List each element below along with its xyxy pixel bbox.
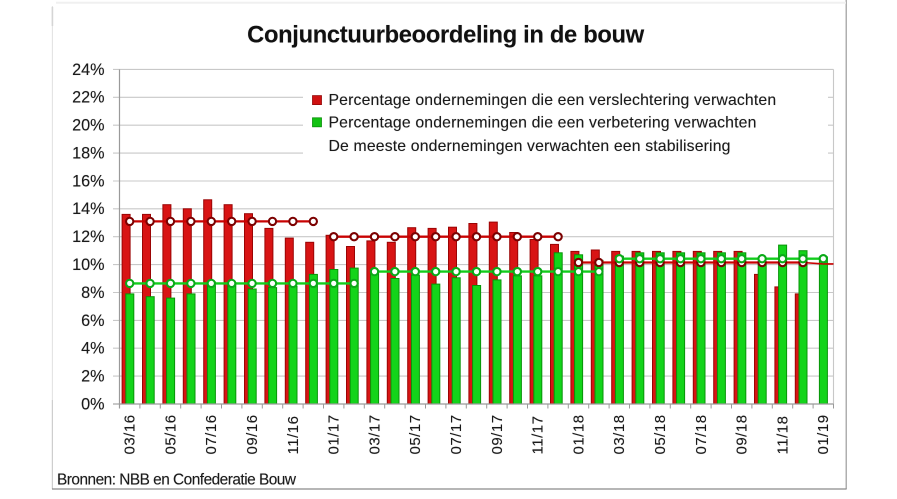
svg-text:09/16: 09/16	[244, 414, 261, 454]
svg-text:01/18: 01/18	[570, 414, 587, 454]
svg-text:07/16: 07/16	[203, 414, 220, 454]
svg-text:24%: 24%	[72, 61, 104, 79]
svg-text:Percentage ondernemingen die e: Percentage ondernemingen die een verbete…	[329, 115, 757, 132]
svg-text:09/18: 09/18	[734, 414, 751, 454]
svg-text:16%: 16%	[72, 172, 104, 190]
svg-text:11/16: 11/16	[285, 416, 302, 455]
svg-text:11/17: 11/17	[530, 416, 547, 455]
svg-text:2%: 2%	[81, 368, 104, 386]
svg-text:22%: 22%	[72, 89, 104, 107]
svg-text:03/16: 03/16	[122, 414, 139, 454]
svg-text:07/18: 07/18	[693, 414, 710, 454]
svg-text:12%: 12%	[72, 228, 104, 246]
svg-text:18%: 18%	[72, 145, 104, 163]
svg-text:09/17: 09/17	[489, 414, 506, 454]
svg-text:01/19: 01/19	[815, 414, 832, 454]
svg-text:0%: 0%	[81, 395, 104, 413]
svg-text:10%: 10%	[72, 256, 104, 274]
svg-text:03/18: 03/18	[611, 414, 628, 454]
svg-text:De meeste ondernemingen verwac: De meeste ondernemingen verwachten een s…	[329, 138, 731, 155]
svg-text:05/18: 05/18	[652, 414, 669, 454]
svg-text:11/18: 11/18	[774, 416, 791, 455]
svg-text:Conjunctuurbeoordeling in de b: Conjunctuurbeoordeling in de bouw	[247, 22, 645, 48]
svg-text:4%: 4%	[81, 340, 104, 358]
svg-text:01/17: 01/17	[326, 414, 343, 454]
svg-text:Percentage ondernemingen die e: Percentage ondernemingen die een verslec…	[329, 92, 777, 109]
svg-text:8%: 8%	[81, 284, 104, 302]
svg-text:Bronnen: NBB en Confederatie B: Bronnen: NBB en Confederatie Bouw	[57, 472, 297, 489]
svg-text:6%: 6%	[81, 312, 104, 330]
svg-text:20%: 20%	[72, 117, 104, 135]
svg-text:05/17: 05/17	[407, 414, 424, 454]
svg-text:03/17: 03/17	[366, 414, 383, 454]
svg-text:14%: 14%	[72, 200, 104, 218]
svg-text:05/16: 05/16	[162, 414, 179, 454]
svg-text:07/17: 07/17	[448, 414, 465, 454]
